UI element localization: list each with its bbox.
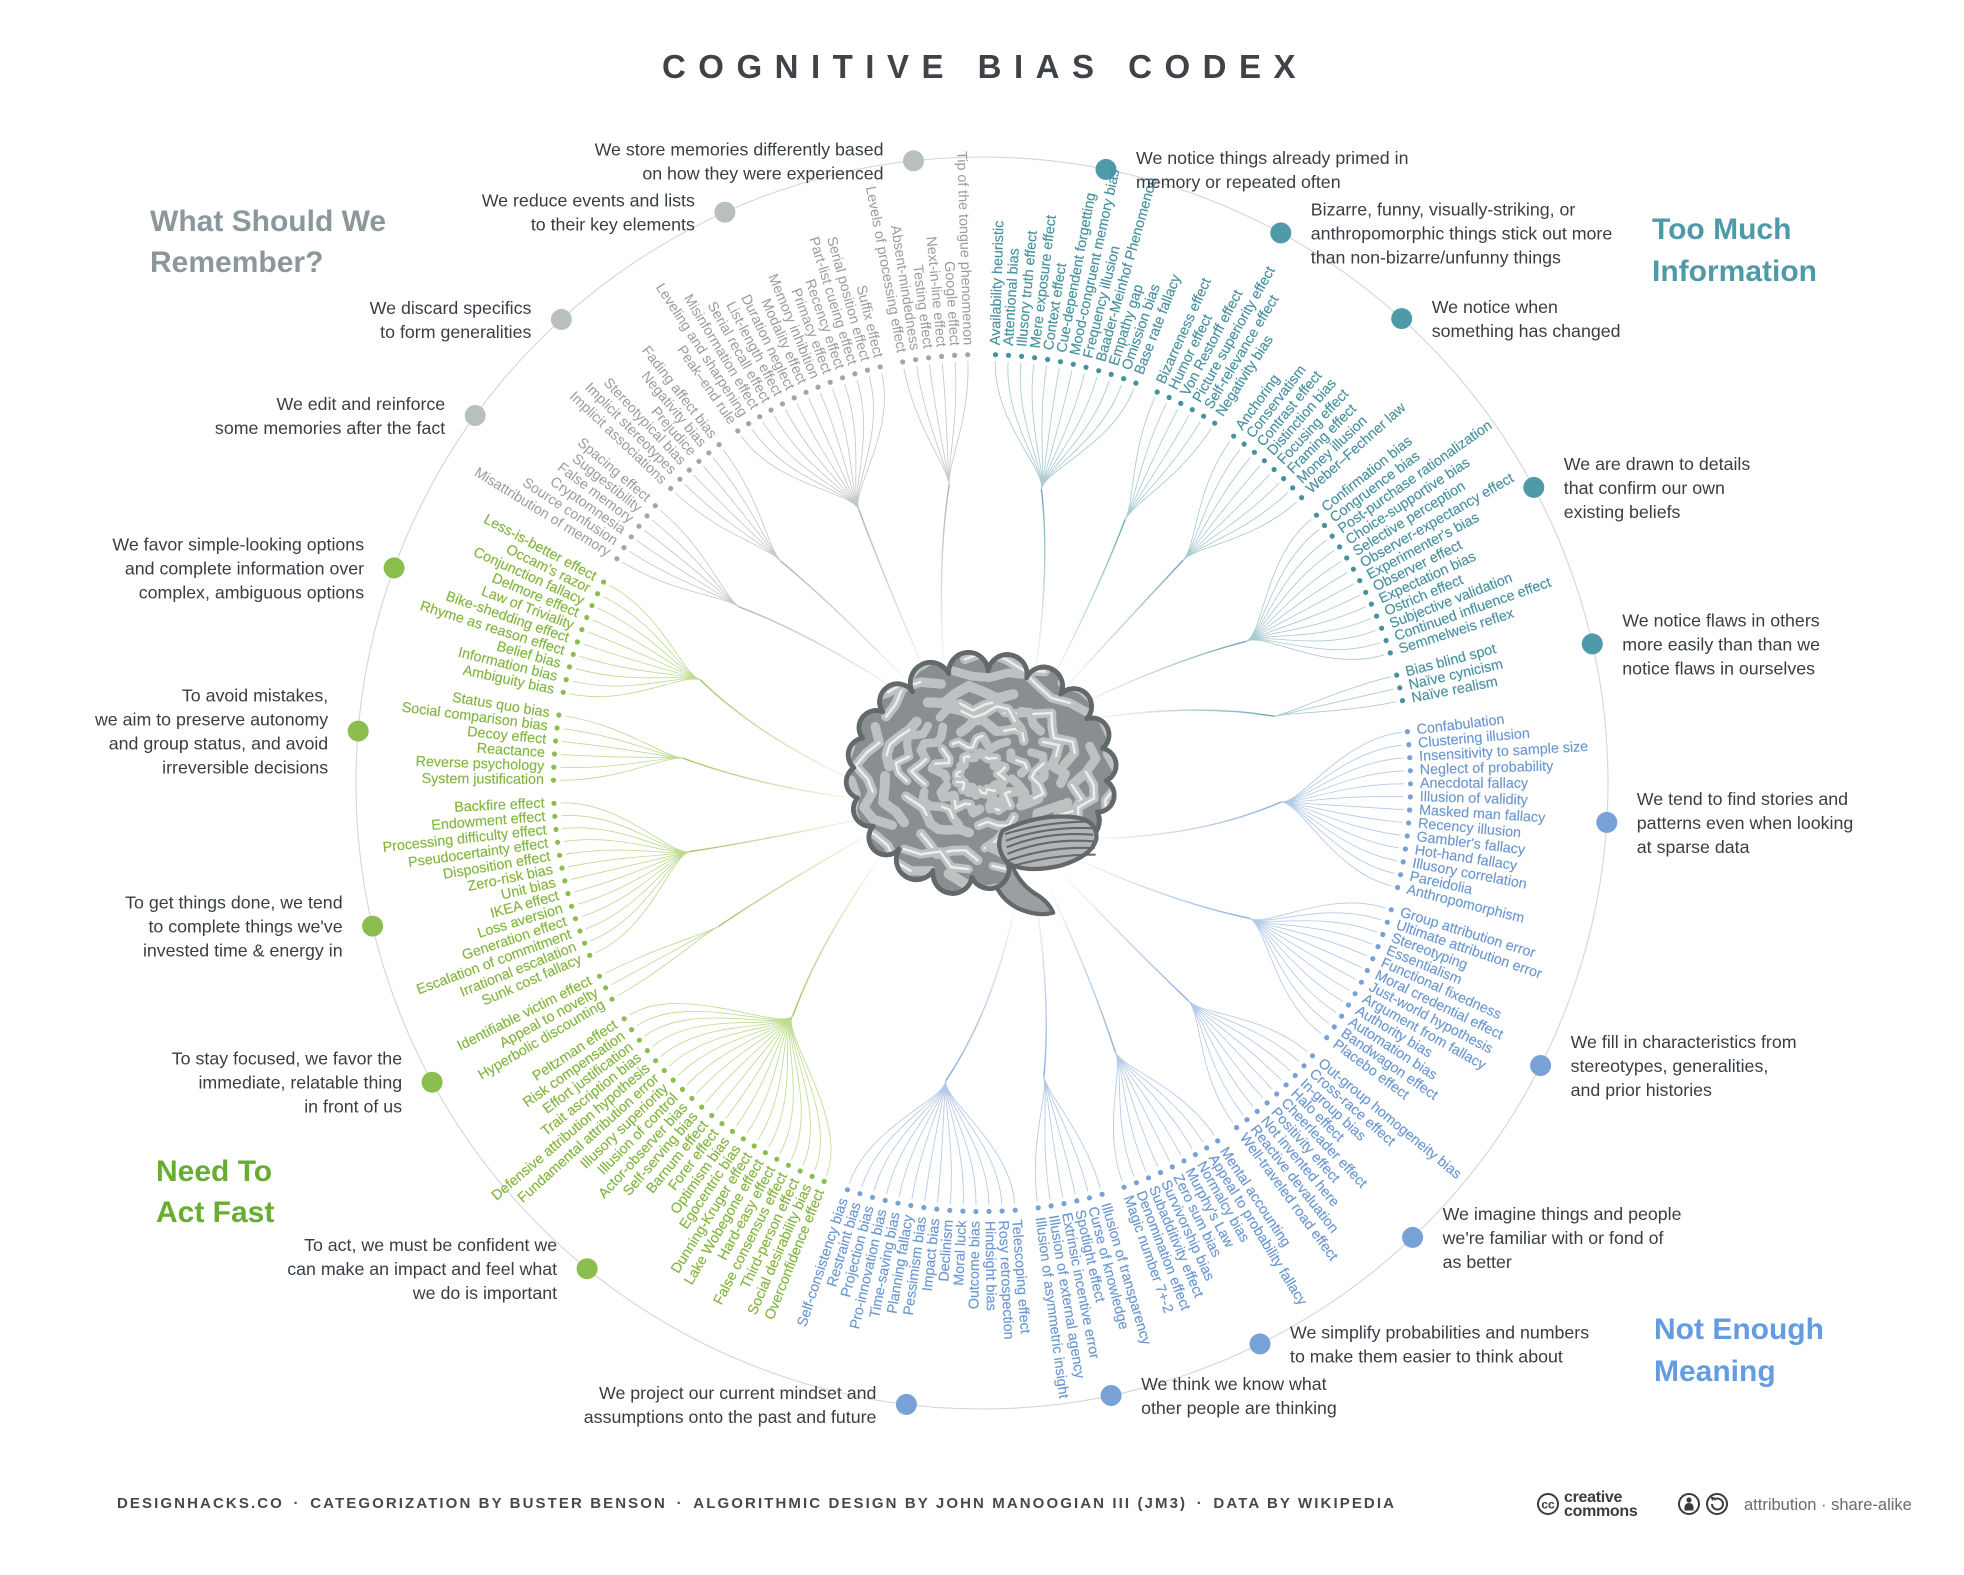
svg-text:Not Enough: Not Enough — [1654, 1313, 1824, 1346]
svg-text:we're familiar with or fond of: we're familiar with or fond of — [1442, 1228, 1664, 1248]
svg-text:DESIGNHACKS.CO · CATEGORIZATIO: DESIGNHACKS.CO · CATEGORIZATION BY BUSTE… — [117, 1495, 1396, 1512]
svg-text:more easily than than we: more easily than than we — [1622, 634, 1820, 654]
svg-text:Moral luck: Moral luck — [951, 1219, 970, 1286]
svg-text:Need To: Need To — [156, 1155, 272, 1188]
svg-text:other people are thinking: other people are thinking — [1141, 1398, 1337, 1418]
svg-text:Illusion of validity: Illusion of validity — [1420, 789, 1529, 809]
svg-text:We favor simple-looking option: We favor simple-looking options — [112, 534, 364, 554]
svg-text:Meaning: Meaning — [1654, 1355, 1776, 1388]
svg-text:Tip of the tongue phenomenon: Tip of the tongue phenomenon — [953, 151, 975, 346]
svg-text:Neglect of probability: Neglect of probability — [1420, 759, 1555, 779]
svg-text:We are drawn to details: We are drawn to details — [1564, 454, 1751, 474]
svg-text:Decoy effect: Decoy effect — [467, 724, 547, 748]
svg-text:Availability heuristic: Availability heuristic — [988, 221, 1008, 346]
svg-text:Anecdotal fallacy: Anecdotal fallacy — [1420, 776, 1529, 792]
svg-text:We notice when: We notice when — [1432, 297, 1558, 317]
svg-text:patterns even when looking: patterns even when looking — [1637, 813, 1853, 833]
svg-text:notice flaws in ourselves: notice flaws in ourselves — [1622, 658, 1815, 678]
svg-text:on how they were experienced: on how they were experienced — [642, 163, 883, 183]
svg-text:We edit and reinforce: We edit and reinforce — [277, 394, 446, 414]
svg-text:Impact bias: Impact bias — [920, 1218, 944, 1292]
svg-text:we do is important: we do is important — [412, 1283, 557, 1303]
svg-text:Remember?: Remember? — [150, 246, 323, 279]
svg-text:we aim to preserve autonomy: we aim to preserve autonomy — [94, 710, 328, 730]
svg-text:to make them easier to think a: to make them easier to think about — [1290, 1346, 1563, 1366]
svg-text:Rosy retrospection: Rosy retrospection — [995, 1220, 1017, 1340]
svg-text:as better: as better — [1443, 1252, 1512, 1272]
svg-text:at sparse data: at sparse data — [1637, 837, 1750, 857]
svg-text:that confirm our own: that confirm our own — [1564, 478, 1725, 498]
svg-text:and group status, and avoid: and group status, and avoid — [109, 734, 328, 754]
svg-text:Hindsight bias: Hindsight bias — [981, 1221, 998, 1311]
svg-text:Outcome bias: Outcome bias — [966, 1221, 983, 1309]
svg-text:creative: creative — [1564, 1489, 1622, 1506]
svg-text:We project our current mindset: We project our current mindset and — [599, 1383, 876, 1403]
svg-text:and complete information over: and complete information over — [125, 558, 364, 578]
svg-text:To avoid mistakes,: To avoid mistakes, — [182, 686, 328, 706]
svg-text:Information: Information — [1652, 255, 1817, 288]
svg-text:We fill in characteristics fro: We fill in characteristics from — [1571, 1032, 1797, 1052]
svg-text:irreversible decisions: irreversible decisions — [162, 758, 328, 778]
svg-text:memory or repeated often: memory or repeated often — [1136, 172, 1341, 192]
svg-text:We think we know what: We think we know what — [1141, 1374, 1327, 1394]
svg-text:Reverse psychology: Reverse psychology — [415, 754, 545, 775]
svg-text:What Should We: What Should We — [150, 205, 386, 238]
svg-text:anthropomorphic things stick o: anthropomorphic things stick out more — [1311, 223, 1613, 243]
svg-text:We store memories differently: We store memories differently based — [595, 139, 884, 159]
svg-text:We notice flaws in others: We notice flaws in others — [1622, 610, 1819, 630]
svg-text:can make an impact and feel wh: can make an impact and feel what — [287, 1259, 557, 1279]
svg-text:To get things done, we tend: To get things done, we tend — [125, 893, 342, 913]
svg-text:We imagine things and people: We imagine things and people — [1443, 1204, 1682, 1224]
svg-text:to complete things we've: to complete things we've — [148, 917, 342, 937]
svg-text:Attentional bias: Attentional bias — [1001, 248, 1023, 347]
svg-text:attribution · share-alike: attribution · share-alike — [1744, 1496, 1912, 1514]
svg-text:Bizarre, funny, visually-strik: Bizarre, funny, visually-striking, or — [1311, 199, 1576, 219]
svg-text:cc: cc — [1541, 1498, 1555, 1512]
svg-text:immediate, relatable thing: immediate, relatable thing — [198, 1073, 402, 1093]
svg-text:assumptions onto the past and: assumptions onto the past and future — [584, 1407, 877, 1427]
svg-text:something has changed: something has changed — [1432, 321, 1621, 341]
svg-text:Too Much: Too Much — [1652, 213, 1791, 246]
svg-text:to their key elements: to their key elements — [531, 215, 695, 235]
svg-text:We notice things already prime: We notice things already primed in — [1136, 148, 1408, 168]
svg-text:commons: commons — [1564, 1503, 1638, 1520]
svg-text:than non-bizarre/unfunny thing: than non-bizarre/unfunny things — [1311, 247, 1561, 267]
svg-text:stereotypes, generalities,: stereotypes, generalities, — [1571, 1056, 1769, 1076]
svg-text:Declinism: Declinism — [936, 1219, 957, 1282]
svg-text:To act, we must be confident w: To act, we must be confident we — [304, 1235, 557, 1255]
svg-text:Backfire effect: Backfire effect — [454, 795, 545, 815]
svg-text:complex, ambiguous options: complex, ambiguous options — [139, 582, 364, 602]
svg-text:To stay focused, we favor the: To stay focused, we favor the — [172, 1049, 402, 1069]
svg-text:existing beliefs: existing beliefs — [1564, 502, 1681, 522]
svg-text:We simplify probabilities and: We simplify probabilities and numbers — [1290, 1322, 1589, 1342]
svg-text:Google effect: Google effect — [941, 261, 962, 347]
svg-text:Reactance: Reactance — [476, 741, 545, 762]
svg-text:We reduce events and lists: We reduce events and lists — [482, 191, 695, 211]
svg-text:invested time & energy in: invested time & energy in — [143, 941, 343, 961]
svg-text:COGNITIVE BIAS CODEX: COGNITIVE BIAS CODEX — [662, 48, 1308, 85]
svg-text:Act Fast: Act Fast — [156, 1196, 274, 1229]
svg-text:System justification: System justification — [422, 771, 545, 788]
svg-text:some memories after the fact: some memories after the fact — [215, 418, 445, 438]
svg-text:We discard specifics: We discard specifics — [370, 298, 532, 318]
svg-text:in front of us: in front of us — [304, 1097, 402, 1117]
svg-text:and prior histories: and prior histories — [1571, 1080, 1712, 1100]
svg-text:to form generalities: to form generalities — [380, 322, 531, 342]
svg-text:We tend to find stories and: We tend to find stories and — [1637, 789, 1848, 809]
